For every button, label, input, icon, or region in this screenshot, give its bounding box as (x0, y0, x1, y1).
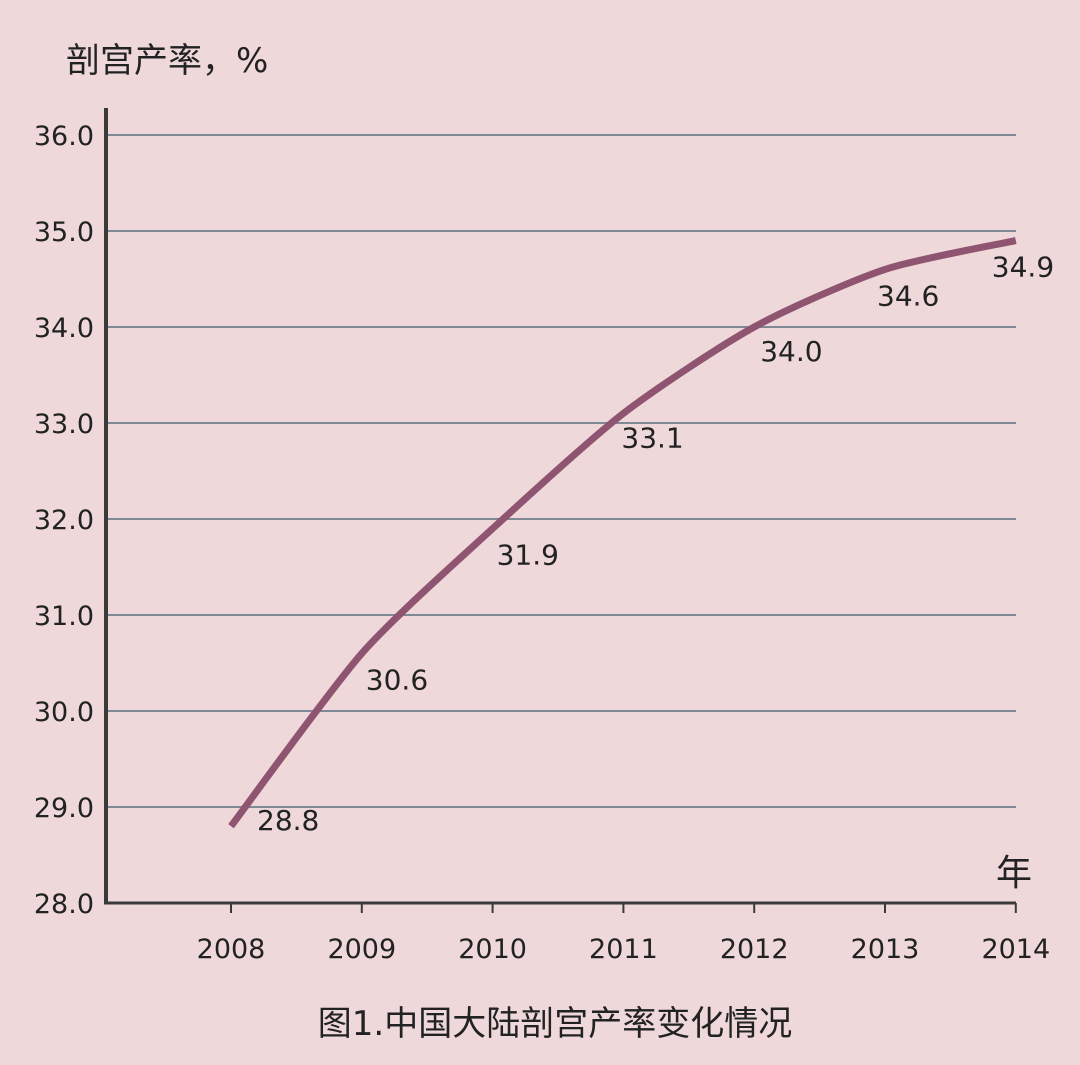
data-label: 34.9 (992, 251, 1054, 284)
x-tick-label: 2008 (197, 934, 266, 965)
data-labels: 28.8 30.6 31.9 33.1 34.0 34.6 34.9 (257, 251, 1054, 838)
x-tick-label: 2014 (981, 934, 1050, 965)
x-tick-label: 2012 (720, 934, 789, 965)
gridlines (106, 134, 1016, 808)
data-label: 34.6 (877, 279, 939, 312)
y-axis-title: 剖宫产率，% (66, 41, 268, 81)
y-tick-label: 30.0 (34, 697, 94, 728)
x-axis-unit: 年 (996, 853, 1032, 894)
y-tick-label: 33.0 (34, 409, 94, 440)
data-label: 28.8 (257, 804, 319, 837)
x-tick-label: 2011 (589, 934, 658, 965)
data-label: 34.0 (760, 335, 822, 368)
x-tick-label: 2010 (458, 934, 527, 965)
x-tick-label: 2013 (851, 934, 920, 965)
y-tick-label: 28.0 (34, 889, 94, 920)
data-label: 30.6 (366, 663, 428, 696)
y-tick-label: 35.0 (34, 217, 94, 248)
axes (104, 108, 1017, 913)
y-tick-label: 29.0 (34, 793, 94, 824)
x-tick-labels: 2008 2009 2010 2011 2012 2013 2014 (197, 934, 1051, 965)
y-tick-label: 31.0 (34, 601, 94, 632)
data-label: 31.9 (497, 539, 559, 572)
data-label: 33.1 (621, 421, 683, 454)
y-tick-labels: 28.0 29.0 30.0 31.0 32.0 33.0 34.0 35.0 36.0 (34, 121, 94, 920)
y-tick-label: 32.0 (34, 505, 94, 536)
series-line-group (228, 237, 1017, 829)
y-tick-label: 36.0 (34, 121, 94, 152)
y-tick-label: 34.0 (34, 313, 94, 344)
x-tick-label: 2009 (327, 934, 396, 965)
chart-caption: 图1.中国大陆剖宫产率变化情况 (318, 1004, 792, 1044)
series-line (228, 237, 1017, 829)
